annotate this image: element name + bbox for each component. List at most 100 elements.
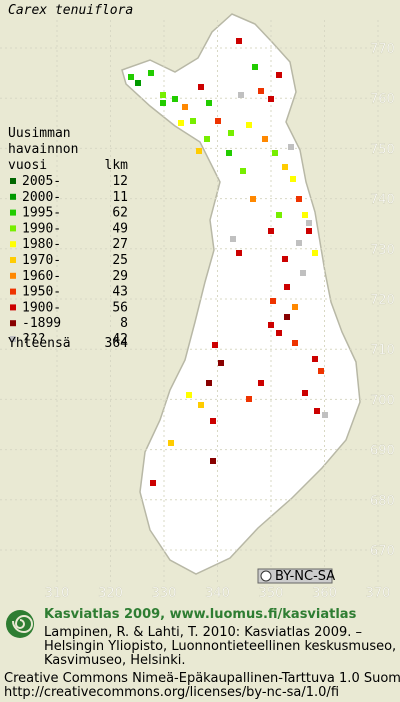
observation-square bbox=[312, 250, 318, 256]
observation-dots bbox=[128, 38, 328, 486]
easting-label: 320 bbox=[98, 586, 123, 601]
observation-square bbox=[250, 196, 256, 202]
observation-square bbox=[186, 392, 192, 398]
observation-square bbox=[276, 330, 282, 336]
observation-square bbox=[178, 120, 184, 126]
observation-square bbox=[258, 380, 264, 386]
legend-swatch bbox=[10, 257, 16, 263]
legend-count: 12 bbox=[112, 174, 128, 189]
northing-label: 720 bbox=[370, 293, 395, 308]
observation-square bbox=[236, 250, 242, 256]
legend-heading: vuosi bbox=[8, 158, 47, 173]
easting-label: 350 bbox=[259, 586, 284, 601]
observation-square bbox=[252, 64, 258, 70]
logo bbox=[6, 610, 34, 638]
observation-square bbox=[128, 74, 134, 80]
northing-label: 730 bbox=[370, 243, 395, 258]
legend-label: 1970- bbox=[22, 253, 61, 268]
observation-square bbox=[135, 80, 141, 86]
legend-count: 56 bbox=[112, 300, 128, 315]
observation-square bbox=[206, 380, 212, 386]
legend-label: 1960- bbox=[22, 269, 61, 284]
legend-label: ??? bbox=[22, 332, 45, 347]
observation-square bbox=[268, 228, 274, 234]
observation-square bbox=[246, 122, 252, 128]
easting-label: 360 bbox=[312, 586, 337, 601]
license-badge bbox=[257, 568, 333, 584]
legend-swatch bbox=[10, 225, 16, 232]
country-outline bbox=[121, 13, 361, 575]
observation-square bbox=[204, 136, 210, 142]
northing-label: 710 bbox=[370, 343, 395, 358]
observation-square bbox=[198, 84, 204, 90]
observation-square bbox=[296, 240, 302, 246]
northing-label: 690 bbox=[370, 444, 395, 459]
legend-swatch bbox=[10, 320, 16, 327]
site-title: Kasviatlas 2009, www.luomus.fi/kasviatla… bbox=[44, 607, 357, 622]
observation-square bbox=[172, 96, 178, 102]
observation-square bbox=[302, 212, 308, 218]
northing-label: 680 bbox=[370, 494, 395, 509]
legend-swatch bbox=[10, 209, 16, 216]
legend-count: 43 bbox=[112, 285, 128, 300]
observation-square bbox=[270, 298, 276, 304]
observation-square bbox=[284, 284, 290, 290]
legend-count: 62 bbox=[112, 206, 128, 221]
legend-count: 25 bbox=[112, 253, 128, 268]
observation-square bbox=[190, 118, 196, 124]
observation-square bbox=[196, 148, 202, 154]
easting-label: 370 bbox=[366, 586, 391, 601]
observation-square bbox=[268, 322, 274, 328]
observation-square bbox=[168, 440, 174, 446]
observation-square bbox=[226, 150, 232, 156]
legend-swatch bbox=[10, 193, 16, 200]
observation-square bbox=[268, 96, 274, 102]
observation-square bbox=[238, 92, 244, 98]
observation-square bbox=[282, 164, 288, 170]
legend-heading: havainnon bbox=[8, 142, 78, 157]
legend-swatch bbox=[10, 304, 16, 311]
observation-square bbox=[312, 356, 318, 362]
citation-line: Helsingin Yliopisto, Luonnontieteellinen… bbox=[44, 639, 396, 654]
observation-square bbox=[290, 176, 296, 182]
northing-label: 750 bbox=[370, 142, 395, 157]
citation-line: Kasvimuseo, Helsinki. bbox=[44, 653, 186, 668]
cc-icon bbox=[260, 570, 272, 582]
legend-label: 1995- bbox=[22, 206, 61, 221]
observation-square bbox=[282, 256, 288, 262]
observation-square bbox=[314, 408, 320, 414]
license-line: http://creativecommons.org/licenses/by-n… bbox=[4, 685, 339, 700]
legend-count: 11 bbox=[112, 190, 128, 205]
license-line: Creative Commons Nimeä-Epäkaupallinen-Ta… bbox=[4, 671, 400, 686]
observation-square bbox=[262, 136, 268, 142]
observation-square bbox=[236, 38, 242, 44]
observation-square bbox=[276, 212, 282, 218]
observation-square bbox=[210, 458, 216, 464]
legend-heading: Uusimman bbox=[8, 126, 71, 141]
northing-label: 700 bbox=[370, 393, 395, 408]
easting-label: 330 bbox=[152, 586, 177, 601]
observation-square bbox=[206, 100, 212, 106]
observation-square bbox=[240, 168, 246, 174]
legend-count: 49 bbox=[112, 221, 128, 236]
legend-count: 29 bbox=[112, 269, 128, 284]
legend-count: 42 bbox=[112, 332, 128, 347]
legend-swatch bbox=[10, 336, 16, 342]
observation-square bbox=[160, 92, 166, 98]
legend-label: 2000- bbox=[22, 190, 61, 205]
observation-square bbox=[210, 418, 216, 424]
observation-square bbox=[228, 130, 234, 136]
species-title: Carex tenuiflora bbox=[8, 3, 133, 18]
observation-square bbox=[306, 228, 312, 234]
observation-square bbox=[306, 220, 312, 226]
legend-swatch bbox=[10, 241, 16, 248]
northing-label: 670 bbox=[370, 544, 395, 559]
legend-count-header: lkm bbox=[105, 158, 129, 173]
citation-line: Lampinen, R. & Lahti, T. 2010: Kasviatla… bbox=[44, 625, 362, 640]
observation-square bbox=[258, 88, 264, 94]
observation-square bbox=[284, 314, 290, 320]
legend-label: 1950- bbox=[22, 285, 61, 300]
observation-square bbox=[318, 368, 324, 374]
